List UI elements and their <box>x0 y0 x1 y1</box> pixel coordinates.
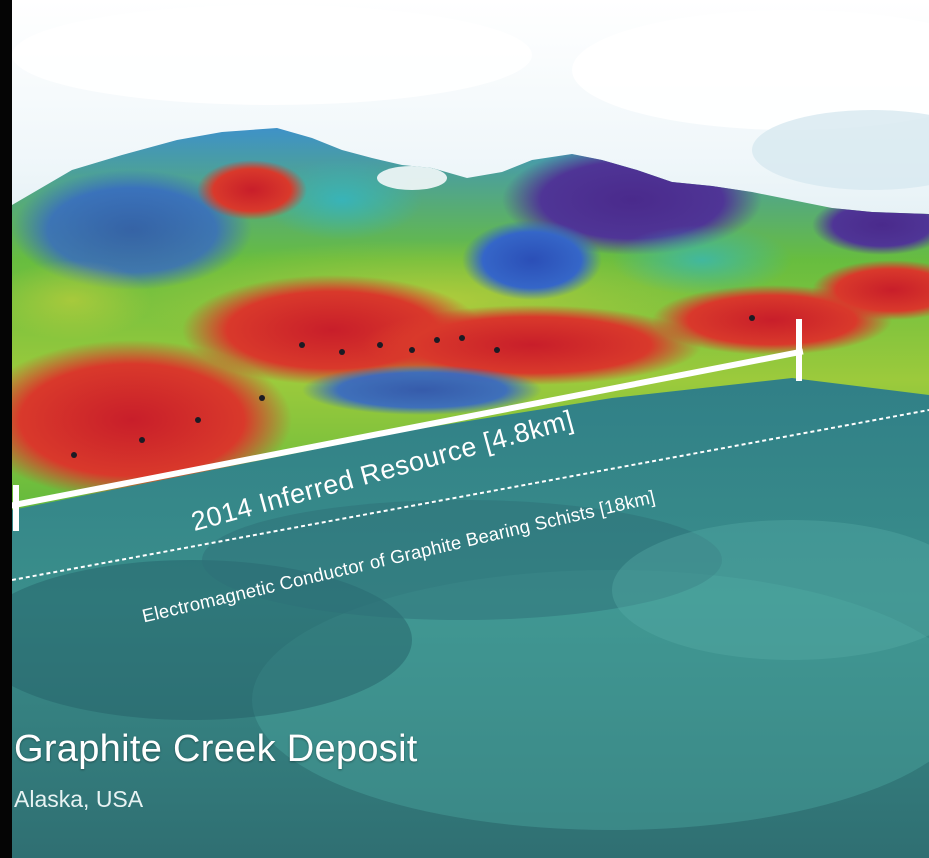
conductor-dashed-line <box>12 409 929 581</box>
left-border <box>0 0 12 858</box>
terrain-illustration <box>12 0 929 858</box>
valley-texture <box>202 500 722 620</box>
valley-texture <box>252 570 929 830</box>
cloud <box>572 10 929 130</box>
cloud <box>12 5 532 105</box>
valley-texture <box>612 520 929 660</box>
drill-hole-markers <box>71 315 755 458</box>
inferred-resource-bracket <box>12 319 804 531</box>
cloud <box>752 110 929 190</box>
deposit-location: Alaska, USA <box>14 786 144 812</box>
deposit-title: Graphite Creek Deposit <box>14 728 418 770</box>
